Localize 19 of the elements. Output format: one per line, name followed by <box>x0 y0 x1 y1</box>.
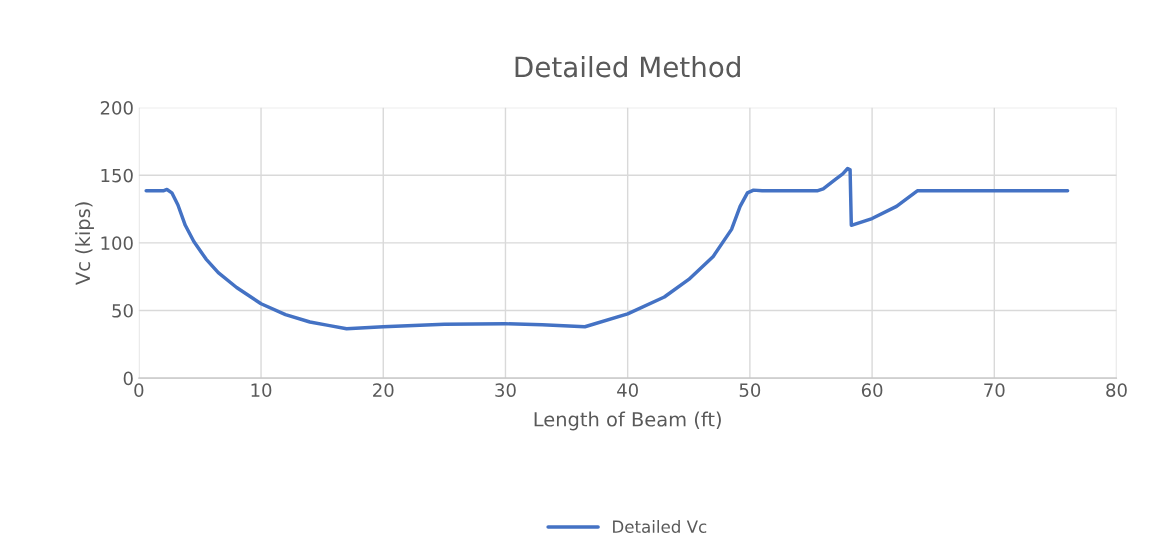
x-tick-label: 70 <box>984 383 1005 397</box>
chart-title: Detailed Method <box>515 55 740 78</box>
x-tick-label: 10 <box>251 383 272 397</box>
line-series <box>144 166 1070 331</box>
legend-label: Detailed Vc <box>613 520 707 533</box>
x-tick-label: 20 <box>373 383 394 397</box>
x-tick-label: 30 <box>495 383 516 397</box>
x-tick-label: 50 <box>739 383 761 397</box>
x-tick-label: 60 <box>861 383 883 397</box>
y-tick-label: 0 <box>123 371 133 386</box>
x-tick-label: 40 <box>617 383 638 397</box>
x-axis-title: Length of Beam (ft) <box>534 411 721 431</box>
x-tick-label: 80 <box>1106 383 1127 397</box>
y-tick-label: 100 <box>101 236 133 250</box>
y-axis-title: Vc (kips) <box>75 202 94 285</box>
x-tick-label: 0 <box>134 383 144 397</box>
y-tick-label: 50 <box>112 303 133 318</box>
y-tick-label: 200 <box>100 101 133 115</box>
y-tick-label: 150 <box>101 168 133 183</box>
